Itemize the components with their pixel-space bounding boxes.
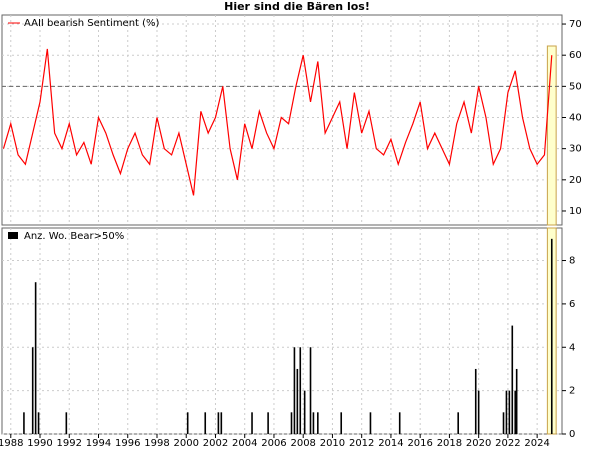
bar — [186, 412, 189, 434]
y-tick-label: 8 — [569, 256, 575, 267]
bar — [296, 368, 299, 434]
y-tick-label: 60 — [569, 50, 582, 61]
x-tick-label: 2022 — [495, 438, 520, 449]
x-tick-label: 2002 — [203, 438, 228, 449]
x-tick-label: 2008 — [290, 438, 315, 449]
x-tick-label: 2012 — [349, 438, 374, 449]
highlight — [546, 45, 557, 226]
bar — [251, 412, 253, 434]
bar — [303, 390, 306, 434]
bar — [31, 347, 34, 434]
bar — [312, 412, 315, 434]
bar — [398, 412, 401, 434]
y-tick-label: 2 — [569, 386, 575, 397]
x-tick-label: 2004 — [232, 438, 257, 449]
y-tick-label: 20 — [569, 175, 582, 186]
legend-label: AAII bearish Sentiment (%) — [24, 18, 160, 29]
bar — [550, 238, 553, 434]
x-tick-label: 2016 — [407, 438, 432, 449]
bar — [508, 390, 511, 434]
bar — [317, 412, 319, 434]
x-tick-label: 1988 — [0, 438, 23, 449]
x-tick-label: 2010 — [320, 438, 345, 449]
line — [2, 48, 553, 196]
bar — [505, 390, 508, 434]
x-tick-label: 1990 — [27, 438, 52, 449]
y-tick-label: 0 — [569, 429, 575, 440]
bar — [37, 412, 40, 434]
panel — [1, 227, 563, 435]
bar — [220, 412, 223, 434]
bar — [502, 412, 505, 434]
legend-label: Anz. Wo. Bear>50% — [24, 231, 124, 242]
x-tick-label: 2000 — [174, 438, 199, 449]
bar — [515, 368, 518, 434]
y-tick-label: 70 — [569, 19, 582, 30]
bar — [34, 282, 37, 434]
bar — [514, 390, 517, 434]
y-tick-label: 4 — [569, 342, 575, 353]
y-tick-label: 50 — [569, 81, 582, 92]
x-tick-label: 2024 — [524, 438, 549, 449]
x-tick-label: 1992 — [57, 438, 82, 449]
bar — [474, 368, 477, 434]
x-tick-label: 2018 — [437, 438, 462, 449]
bar — [267, 412, 269, 434]
bar — [299, 347, 302, 434]
bar — [340, 412, 343, 434]
x-tick-label: 1994 — [86, 438, 111, 449]
bar — [65, 412, 68, 434]
x-tick-label: 1996 — [115, 438, 140, 449]
bar — [204, 412, 207, 434]
y-tick-label: 40 — [569, 113, 582, 124]
x-tick-label: 1998 — [144, 438, 169, 449]
chart-title: Hier sind die Bären los! — [224, 0, 370, 13]
legend-swatch — [8, 232, 18, 239]
x-tick-label: 2006 — [261, 438, 286, 449]
bar — [309, 347, 312, 434]
panel — [1, 14, 563, 226]
x-tick-label: 2020 — [466, 438, 491, 449]
bar — [369, 412, 372, 434]
bar — [293, 347, 296, 434]
bar — [23, 412, 25, 434]
y-tick-label: 10 — [569, 206, 582, 217]
y-tick-label: 30 — [569, 144, 582, 155]
bar — [457, 412, 459, 434]
bar — [290, 412, 293, 434]
bar — [477, 390, 480, 434]
x-tick-label: 2014 — [378, 438, 403, 449]
y-tick-label: 6 — [569, 299, 575, 310]
bar — [217, 412, 220, 434]
bar — [511, 325, 514, 434]
